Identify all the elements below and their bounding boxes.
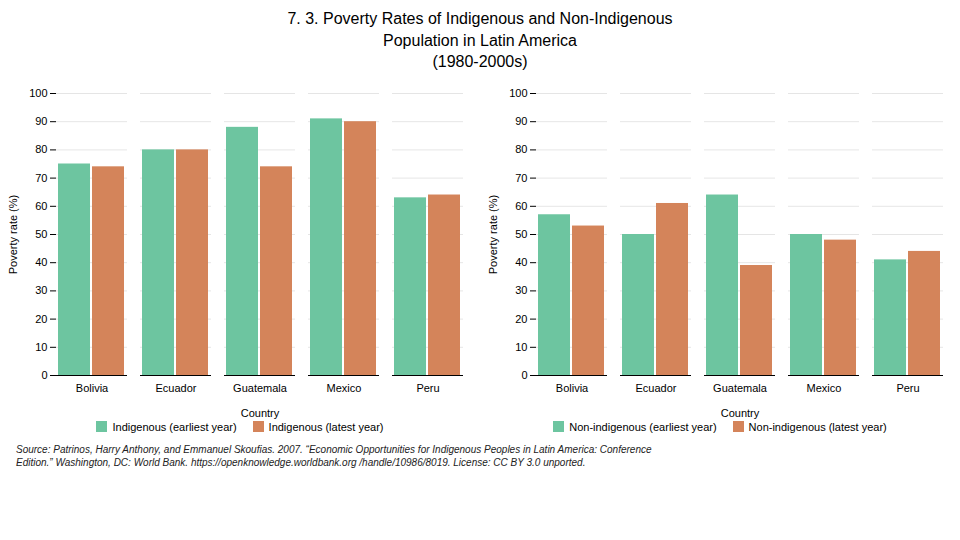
svg-text:80: 80 [515,143,527,155]
svg-text:100: 100 [29,87,47,99]
svg-text:40: 40 [35,256,47,268]
svg-text:30: 30 [515,284,527,296]
svg-text:0: 0 [521,369,527,381]
svg-text:Bolivia: Bolivia [556,382,589,394]
svg-text:20: 20 [515,312,527,324]
html-text:Non-indigenous (earliest year): Non-indigenous (earliest year) [569,420,717,433]
svg-text:Peru: Peru [416,382,439,394]
svg-text:Guatemala: Guatemala [233,382,288,394]
svg-text:90: 90 [35,115,47,127]
svg-text:Ecuador: Ecuador [636,382,677,394]
svg-text:Country: Country [721,406,760,418]
html-text:Indigenous (latest year): Indigenous (latest year) [268,420,384,433]
svg-text:Country: Country [241,406,280,418]
svg-text:Bolivia: Bolivia [76,382,109,394]
html-text:Source: Patrinos, Harry Anthon: Source: Patrinos, Harry Anthony, and Emm… [16,443,652,468]
svg-text:50: 50 [515,228,527,240]
svg-text:100: 100 [509,87,527,99]
svg-text:10: 10 [35,341,47,353]
svg-text:Mexico: Mexico [327,382,362,394]
svg-text:40: 40 [515,256,527,268]
svg-text:0: 0 [41,369,47,381]
html-text:Indigenous (earliest year): Indigenous (earliest year) [112,420,237,433]
svg-text:Mexico: Mexico [807,382,842,394]
svg-text:10: 10 [515,341,527,353]
html-text:Non-indigenous (latest year): Non-indigenous (latest year) [748,420,887,433]
svg-text:30: 30 [35,284,47,296]
html-text:7. 3. Poverty Rates of Indigen: 7. 3. Poverty Rates of Indigenous and No… [287,10,673,71]
svg-text:Poverty rate (%): Poverty rate (%) [7,195,19,274]
svg-text:60: 60 [515,200,527,212]
svg-text:20: 20 [35,312,47,324]
svg-text:Guatemala: Guatemala [713,382,768,394]
svg-text:50: 50 [35,228,47,240]
svg-text:70: 70 [515,171,527,183]
svg-text:60: 60 [35,200,47,212]
svg-text:70: 70 [35,171,47,183]
svg-text:Peru: Peru [896,382,919,394]
svg-text:Poverty rate (%): Poverty rate (%) [487,195,499,274]
svg-text:80: 80 [35,143,47,155]
svg-text:Ecuador: Ecuador [156,382,197,394]
svg-text:90: 90 [515,115,527,127]
